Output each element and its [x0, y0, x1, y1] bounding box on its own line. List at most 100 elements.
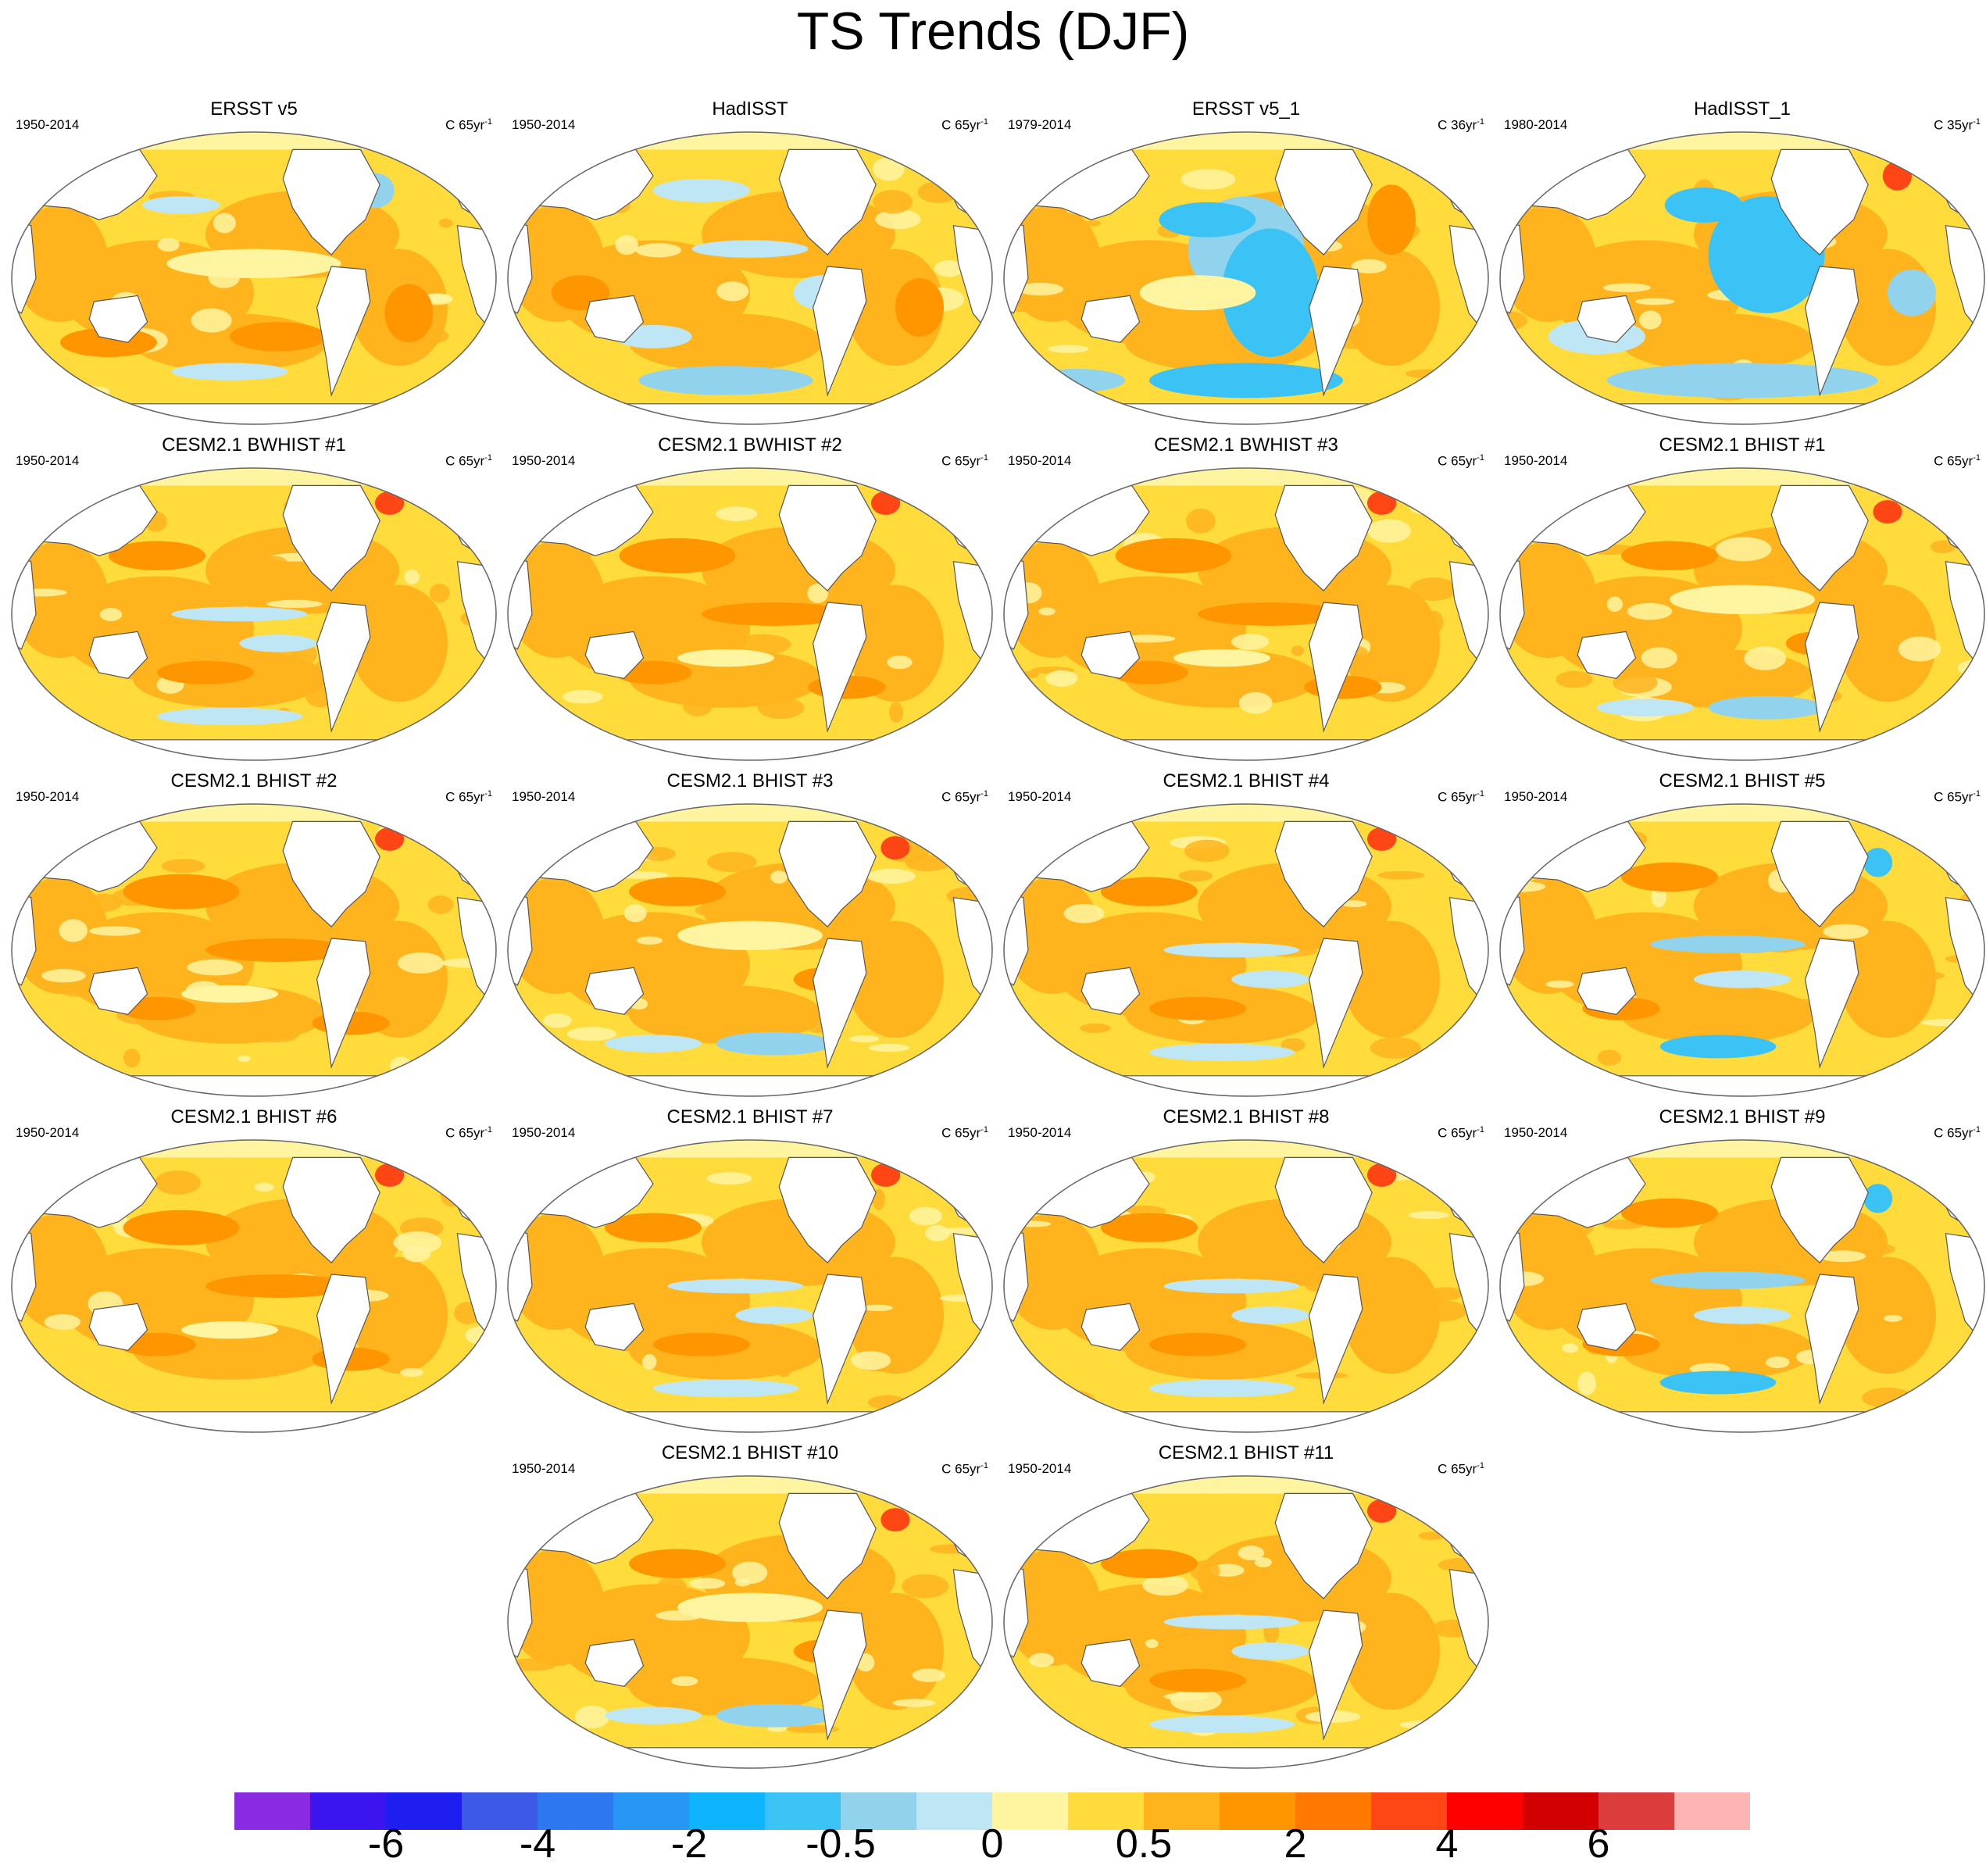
- trend-region: [508, 877, 605, 995]
- colorbar-box: [1447, 1792, 1523, 1830]
- trend-feature: [1621, 541, 1718, 570]
- panel-units-exponent: -1: [980, 789, 988, 799]
- land-mass: [1274, 820, 1373, 927]
- trend-patch: [765, 1260, 809, 1280]
- land-mass: [88, 631, 148, 679]
- trend-feature: [1163, 1278, 1300, 1294]
- trend-patch: [1740, 326, 1758, 338]
- trend-feature: [1670, 584, 1815, 614]
- trend-patch: [1627, 602, 1673, 620]
- trend-patch: [238, 1055, 251, 1063]
- trend-patch: [1029, 1653, 1055, 1667]
- trend-feature: [1149, 1043, 1295, 1062]
- trend-patch: [1664, 252, 1703, 262]
- trend-feature: [375, 1163, 405, 1187]
- trend-patch: [404, 569, 420, 585]
- trend-patch: [723, 1019, 751, 1032]
- panel-units: C 65yr-1: [941, 1457, 988, 1478]
- panel-period: 1950-2014: [1008, 453, 1072, 468]
- land-mass: [1537, 1411, 1948, 1432]
- trend-feature: [629, 1549, 726, 1578]
- trend-region: [12, 1213, 109, 1331]
- trend-patch: [1898, 636, 1941, 662]
- map-plot: [1499, 131, 1985, 425]
- trend-patch: [390, 922, 417, 942]
- map-border: [1003, 131, 1489, 425]
- trend-patch: [288, 1250, 302, 1260]
- trend-patch: [59, 919, 88, 942]
- map-border: [1499, 803, 1985, 1097]
- land-mass: [1308, 1274, 1363, 1405]
- panel-units-exponent: -1: [1477, 117, 1484, 127]
- arctic-region: [1500, 468, 1984, 486]
- trend-patch: [902, 1574, 949, 1599]
- colorbar-box: [916, 1792, 992, 1830]
- trend-patch: [1862, 1387, 1913, 1409]
- panel-units: C 65yr-1: [941, 113, 988, 134]
- arctic-region: [1500, 1140, 1984, 1158]
- colorbar-tick-label: -6: [367, 1821, 405, 1867]
- trend-patch: [934, 259, 964, 277]
- colorbar-box: [1295, 1792, 1371, 1830]
- trend-feature: [1367, 491, 1397, 515]
- land-mass: [778, 820, 877, 927]
- trend-feature: [1367, 1499, 1397, 1523]
- trend-patch: [684, 1653, 721, 1663]
- colorbar-box: [310, 1792, 386, 1830]
- trend-patch: [1045, 670, 1078, 687]
- panel-units-exponent: -1: [484, 117, 492, 127]
- trend-region: [351, 1256, 448, 1374]
- trend-feature: [1863, 848, 1893, 877]
- map-panel: CESM2.1 BHIST #2 1950-2014 C 65yr-1: [8, 770, 500, 1104]
- map-plot: [11, 1139, 497, 1433]
- panel-units-base: C 65yr: [1438, 1461, 1477, 1477]
- panel-title: CESM2.1 BHIST #4: [1163, 770, 1330, 791]
- trend-patch: [873, 1256, 889, 1265]
- land-mass: [812, 1610, 867, 1741]
- trend-patch: [1453, 1356, 1473, 1372]
- trend-patch: [213, 213, 237, 234]
- trend-patch: [1774, 582, 1823, 590]
- land-mass: [1770, 484, 1869, 591]
- trend-patch: [734, 634, 791, 655]
- arctic-region: [508, 1140, 992, 1158]
- trend-feature: [1198, 602, 1343, 626]
- map-border: [1003, 1139, 1489, 1433]
- trend-patch: [909, 1206, 942, 1226]
- trend-patch: [1639, 310, 1662, 330]
- trend-region: [1500, 1213, 1597, 1331]
- panel-units-base: C 65yr: [445, 117, 485, 133]
- trend-feature: [605, 1706, 702, 1724]
- land-mass: [1041, 1747, 1452, 1768]
- trend-feature: [1139, 275, 1256, 311]
- panel-units: C 65yr-1: [941, 1121, 988, 1142]
- trend-region: [1621, 984, 1815, 1044]
- panel-units-base: C 65yr: [1934, 789, 1973, 805]
- trend-feature: [1694, 970, 1791, 988]
- map-border: [11, 803, 497, 1097]
- trend-feature: [1597, 699, 1694, 716]
- arctic-region: [1004, 1140, 1488, 1158]
- land-mass: [1274, 1492, 1373, 1599]
- trend-patch: [1184, 839, 1230, 863]
- trend-patch: [1744, 646, 1787, 670]
- trend-patch: [457, 381, 476, 395]
- land-mass: [584, 295, 645, 343]
- trend-region: [1500, 205, 1597, 323]
- map-panel: CESM2.1 BHIST #3 1950-2014 C 65yr-1: [504, 770, 996, 1104]
- trend-patch: [539, 1165, 560, 1188]
- trend-patch: [1170, 1688, 1222, 1713]
- land-mass: [1537, 1075, 1948, 1096]
- trend-patch: [1409, 577, 1457, 602]
- trend-region: [1343, 920, 1440, 1038]
- trend-patch: [917, 181, 959, 203]
- trend-patch: [1016, 282, 1064, 296]
- land-mass: [1308, 1610, 1363, 1741]
- panel-units-base: C 36yr: [1438, 117, 1477, 133]
- panel-units-base: C 65yr: [941, 1461, 981, 1477]
- trend-patch: [566, 1027, 617, 1042]
- trend-feature: [677, 1592, 823, 1622]
- panel-period: 1950-2014: [1008, 789, 1072, 804]
- trend-feature: [1115, 538, 1232, 574]
- panel-units: C 65yr-1: [941, 449, 988, 470]
